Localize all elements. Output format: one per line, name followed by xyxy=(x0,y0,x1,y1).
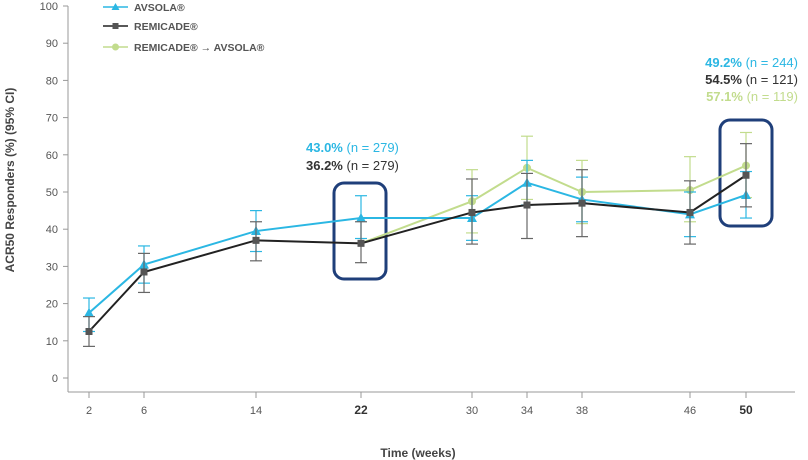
y-tick-label: 50 xyxy=(46,187,58,199)
x-tick-label: 14 xyxy=(250,405,262,417)
y-tick-label: 40 xyxy=(46,224,58,236)
callout-percent: 36.2% xyxy=(306,158,343,173)
callouts: 43.0% (n = 279)36.2% (n = 279)49.2% (n =… xyxy=(306,55,798,173)
series-line-avsola xyxy=(88,181,747,314)
callout-week-22-avsola: 43.0% (n = 279) xyxy=(306,140,399,155)
y-tick-label: 80 xyxy=(46,75,58,87)
data-point-square xyxy=(140,268,148,276)
legend: AVSOLA® REMICADE® REMICADE® → AVSOLA® xyxy=(103,2,265,54)
data-point-square xyxy=(357,239,365,247)
x-tick-label: 38 xyxy=(576,405,588,417)
y-axis-title: ACR50 Responders (%) (95% CI) xyxy=(3,88,17,273)
axes: 0 10 20 30 40 50 60 70 80 90 100 2 6 14 22 30 34 38 46 50 xyxy=(40,1,795,417)
legend-item-switch: REMICADE® → AVSOLA® xyxy=(103,42,265,54)
x-tick-label: 30 xyxy=(466,405,478,417)
data-point-square xyxy=(742,171,750,179)
data-point-square xyxy=(578,199,586,207)
legend-marker-triangle xyxy=(111,3,120,10)
series-line-switch xyxy=(360,164,747,245)
callout-percent: 54.5% xyxy=(705,72,742,87)
callout-week-50-switch: 57.1% (n = 119) xyxy=(706,89,798,104)
legend-label-avsola: AVSOLA® xyxy=(134,2,185,14)
callout-n: (n = 244) xyxy=(742,55,798,70)
y-tick-label: 60 xyxy=(46,150,58,162)
x-tick-label: 46 xyxy=(684,405,696,417)
legend-item-remicade: REMICADE® xyxy=(103,21,198,33)
legend-marker-square xyxy=(112,23,119,29)
data-point-triangle xyxy=(356,213,366,223)
x-tick-label: 6 xyxy=(141,405,147,417)
callout-n: (n = 121) xyxy=(742,72,798,87)
legend-label-switch: REMICADE® → AVSOLA® xyxy=(134,42,265,54)
callout-week-50-remicade: 54.5% (n = 121) xyxy=(705,72,798,87)
data-point-square xyxy=(468,208,476,216)
callout-n: (n = 279) xyxy=(343,140,399,155)
highlight-boxes xyxy=(332,118,774,281)
highlight-box-week-50 xyxy=(718,118,774,228)
legend-item-avsola: AVSOLA® xyxy=(103,2,185,14)
callout-percent: 49.2% xyxy=(705,55,742,70)
callout-week-22-remicade: 36.2% (n = 279) xyxy=(306,158,399,173)
x-axis-title: Time (weeks) xyxy=(380,446,455,460)
callout-n: (n = 119) xyxy=(743,89,798,104)
x-tick-label: 50 xyxy=(739,403,753,417)
data-point-square xyxy=(252,236,260,244)
y-tick-label: 90 xyxy=(46,38,58,50)
y-tick-label: 20 xyxy=(46,299,58,311)
series-layer xyxy=(83,131,752,347)
callout-n: (n = 279) xyxy=(343,158,399,173)
legend-marker-circle xyxy=(112,43,119,51)
data-point-square xyxy=(686,208,694,216)
series-line-remicade xyxy=(88,174,747,333)
series-remicade xyxy=(83,143,752,347)
data-point-triangle xyxy=(84,307,94,317)
legend-label-remicade: REMICADE® xyxy=(134,21,198,33)
y-tick-label: 70 xyxy=(46,113,58,125)
y-tick-label: 30 xyxy=(46,261,58,273)
y-tick-label: 10 xyxy=(46,336,58,348)
callout-week-50-avsola: 49.2% (n = 244) xyxy=(705,55,798,70)
callout-percent: 43.0% xyxy=(306,140,343,155)
series-avsola xyxy=(83,159,752,333)
y-tick-label: 0 xyxy=(52,373,58,385)
highlight-box-week-22 xyxy=(332,181,388,281)
data-point-square xyxy=(523,201,531,209)
data-point-square xyxy=(85,328,93,335)
x-tick-label: 2 xyxy=(86,405,92,417)
callout-percent: 57.1% xyxy=(706,89,743,104)
x-tick-label: 34 xyxy=(521,405,533,417)
y-tick-label: 100 xyxy=(40,1,58,13)
x-tick-label: 22 xyxy=(354,403,368,417)
